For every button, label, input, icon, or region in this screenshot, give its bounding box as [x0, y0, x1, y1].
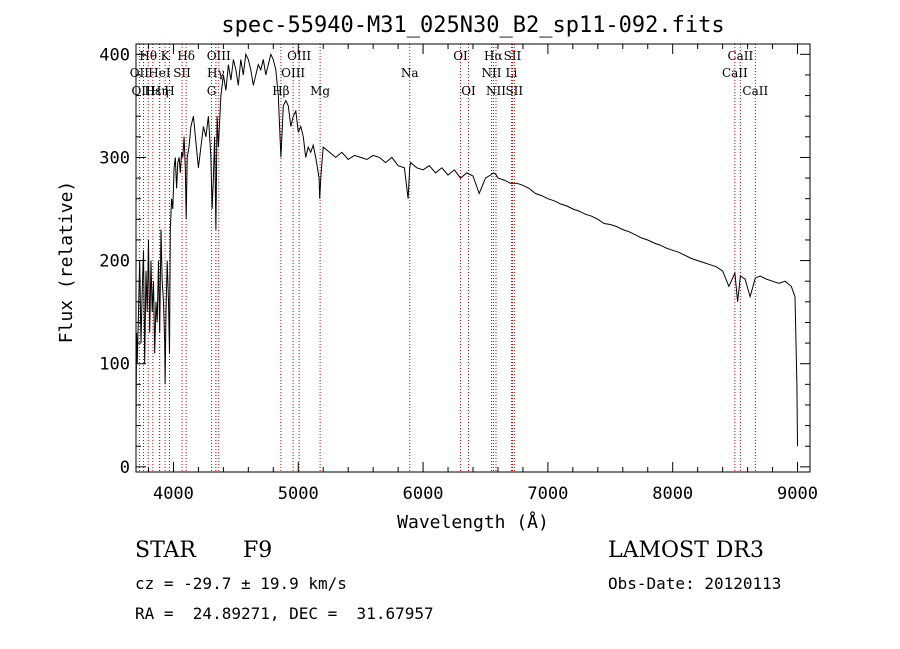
- y-axis-label: Flux (relative): [56, 181, 77, 344]
- line-marker-label: G: [207, 84, 217, 98]
- coordinates: RA = 24.89271, DEC = 31.67957: [135, 604, 434, 623]
- chart-title: spec-55940-M31_025N30_B2_sp11-092.fits: [221, 13, 724, 38]
- line-marker-label: Li: [506, 66, 518, 80]
- y-tick-label: 300: [99, 148, 130, 168]
- object-class: STAR: [135, 538, 196, 563]
- line-marker-label: Hγ: [207, 66, 225, 80]
- obs-date: Obs-Date: 20120113: [608, 574, 782, 593]
- y-tick-label: 200: [99, 252, 130, 272]
- line-marker-label: Hδ: [177, 49, 195, 63]
- line-marker-label: OIII: [287, 49, 311, 63]
- line-marker-label: Na: [401, 66, 419, 80]
- line-marker-label: SII: [173, 66, 191, 80]
- line-marker-label: H: [164, 84, 174, 98]
- x-tick-label: 8000: [652, 484, 693, 504]
- survey-name: LAMOST DR3: [608, 538, 764, 563]
- x-tick-label: 4000: [153, 484, 194, 504]
- line-marker-label: OIII: [281, 66, 305, 80]
- line-marker-label: Hε: [145, 84, 162, 98]
- line-marker-label: NII: [481, 66, 501, 80]
- y-tick-label: 400: [99, 45, 130, 65]
- line-marker-label: SII: [505, 84, 523, 98]
- plot-frame: [135, 43, 811, 473]
- line-marker-label: CaII: [742, 84, 768, 98]
- line-marker-label: CaII: [727, 49, 753, 63]
- y-axis: 0 100 200 300 400: [99, 45, 810, 478]
- y-tick-label: 100: [99, 355, 130, 375]
- x-axis-label: Wavelength (Å): [397, 511, 549, 533]
- object-subclass: F9: [243, 538, 273, 563]
- x-tick-label: 6000: [403, 484, 444, 504]
- line-marker-label: Hθ: [139, 49, 157, 63]
- line-marker-label: Hα: [484, 49, 503, 63]
- line-marker-label: OI: [453, 49, 468, 63]
- line-marker-label: Mg: [310, 84, 330, 98]
- line-marker-label: OI: [461, 84, 476, 98]
- line-marker-label: K: [161, 49, 171, 63]
- line-marker-label: SII: [504, 49, 522, 63]
- x-axis: 4000 5000 6000 7000 8000 9000: [147, 44, 818, 504]
- line-marker-label: OIII: [131, 84, 155, 98]
- spectrum-line: [135, 52, 798, 447]
- x-tick-label: 9000: [777, 484, 818, 504]
- line-marker-label: OII: [130, 66, 150, 80]
- line-marker-label: HeI: [148, 66, 171, 80]
- line-marker-label: OIII: [207, 49, 231, 63]
- line-markers: [138, 44, 756, 472]
- line-marker-label: Hη: [151, 84, 169, 98]
- x-tick-label: 5000: [278, 484, 319, 504]
- line-marker-label: NII: [486, 84, 506, 98]
- x-tick-label: 7000: [527, 484, 568, 504]
- y-tick-label: 0: [120, 458, 130, 478]
- line-marker-label: Hβ: [272, 84, 289, 98]
- line-marker-label: CaII: [722, 66, 748, 80]
- redshift-text: cz = -29.7 ± 19.9 km/s: [135, 574, 347, 593]
